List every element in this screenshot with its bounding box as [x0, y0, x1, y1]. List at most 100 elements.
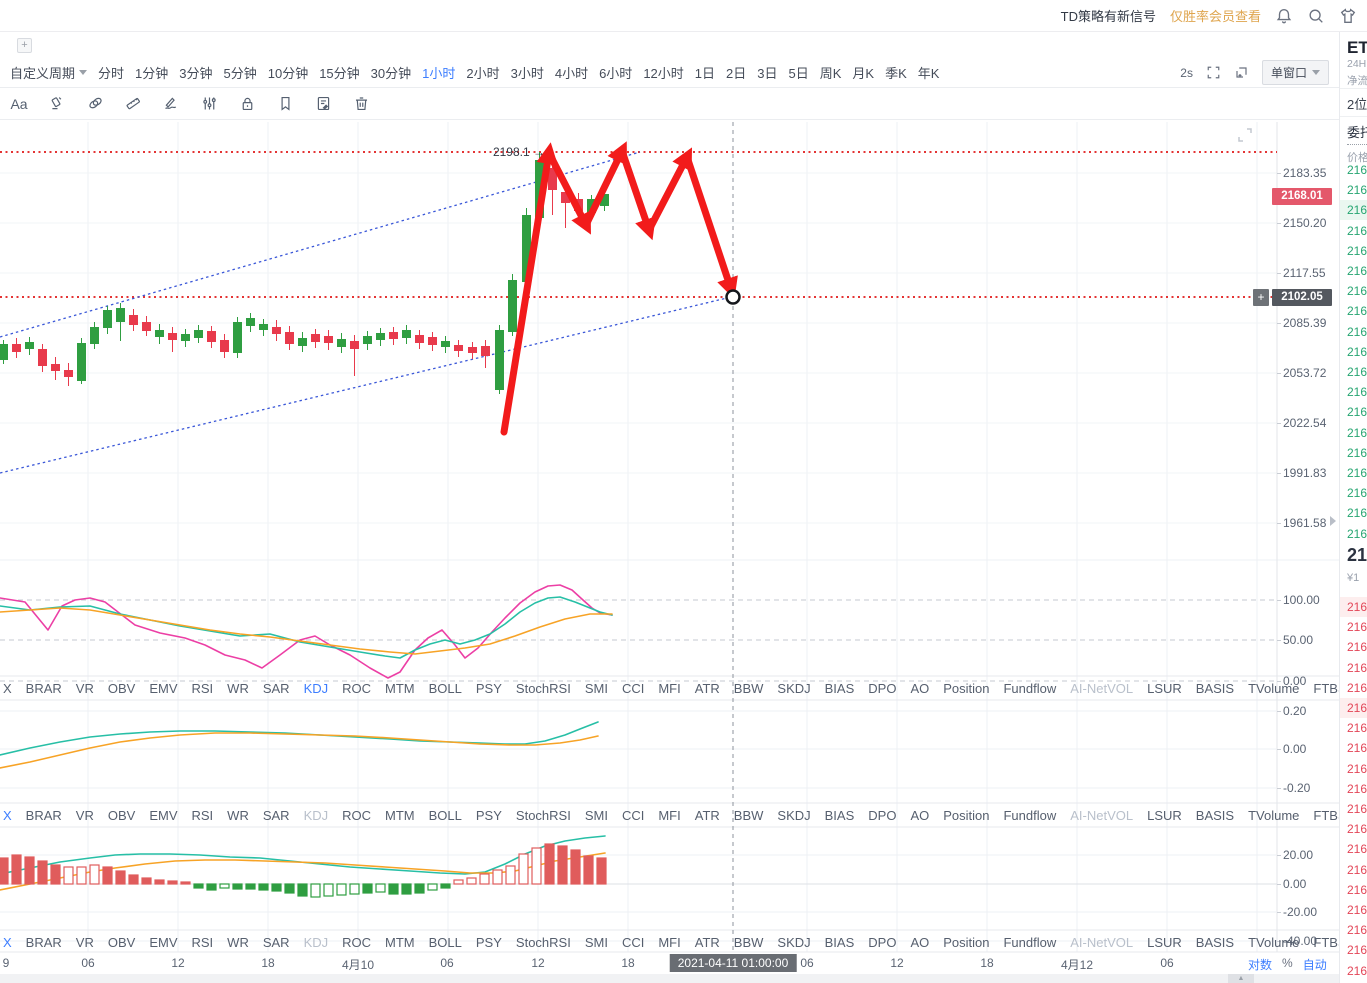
timeframe-月K[interactable]: 月K	[852, 66, 875, 81]
indicator-tab-Fundflow[interactable]: Fundflow	[1003, 807, 1057, 823]
delete-tool[interactable]	[348, 93, 374, 115]
indicator-tab-RSI[interactable]: RSI	[191, 934, 214, 950]
fullscreen-icon[interactable]	[1206, 65, 1221, 80]
text-tool[interactable]: Aa	[10, 95, 28, 112]
indicator-tab-MFI[interactable]: MFI	[658, 807, 681, 823]
new-window-icon[interactable]	[1234, 65, 1249, 80]
log-scale-toggle[interactable]: 对数	[1248, 958, 1273, 972]
indicator-tab-AO[interactable]: AO	[910, 807, 930, 823]
bid-row[interactable]: 216	[1347, 842, 1367, 857]
timeframe-6小时[interactable]: 6小时	[599, 66, 633, 81]
indicator-tab-AO[interactable]: AO	[910, 934, 930, 950]
indicator-tab-BRAR[interactable]: BRAR	[25, 680, 62, 696]
bid-row[interactable]: 216	[1347, 620, 1367, 635]
ellipse-tool[interactable]	[82, 93, 108, 115]
bid-row[interactable]: 216	[1340, 597, 1367, 617]
decimals-dropdown[interactable]: 2位	[1347, 97, 1367, 112]
ask-row[interactable]: 216	[1347, 324, 1367, 339]
indicator-tab-OBV[interactable]: OBV	[107, 680, 136, 696]
indicator-tab-Position[interactable]: Position	[943, 807, 990, 823]
timeframe-1分钟[interactable]: 1分钟	[135, 66, 169, 81]
bell-icon[interactable]	[1275, 7, 1293, 25]
ruler-tool[interactable]	[120, 93, 146, 115]
ask-row[interactable]: 216	[1347, 425, 1367, 440]
indicator-tab-LSUR[interactable]: LSUR	[1147, 807, 1182, 823]
indicator-tab-EMV[interactable]: EMV	[149, 680, 178, 696]
indicator-tab-X[interactable]: X	[3, 807, 12, 823]
indicator-tab-BOLL[interactable]: BOLL	[428, 934, 462, 950]
auto-scale-toggle[interactable]: 自动	[1302, 958, 1327, 972]
alert-plus-button[interactable]: +	[1253, 289, 1269, 306]
indicator-tab-ATR[interactable]: ATR	[694, 934, 720, 950]
ask-row[interactable]: 216	[1347, 243, 1367, 258]
timeframe-分时[interactable]: 分时	[98, 66, 125, 81]
main-chart-canvas[interactable]: 2198.1 →	[0, 120, 1339, 974]
indicator-tab-AI-NetVOL[interactable]: AI-NetVOL	[1070, 680, 1134, 696]
bid-row[interactable]: 216	[1347, 923, 1367, 938]
indicator-tab-AO[interactable]: AO	[910, 680, 930, 696]
lock-tool[interactable]	[234, 93, 260, 115]
indicator-tab-BRAR[interactable]: BRAR	[25, 934, 62, 950]
indicator-tab-MFI[interactable]: MFI	[658, 680, 681, 696]
indicator-tab-ATR[interactable]: ATR	[694, 680, 720, 696]
indicator-tab-RSI[interactable]: RSI	[191, 807, 214, 823]
timeframe-3日[interactable]: 3日	[757, 66, 778, 81]
indicator-tab-PSY[interactable]: PSY	[475, 934, 502, 950]
bid-row[interactable]: 216	[1347, 882, 1367, 897]
bid-row[interactable]: 216	[1347, 640, 1367, 655]
orderbook-tab[interactable]: 委托	[1347, 122, 1367, 145]
timeframe-30分钟[interactable]: 30分钟	[370, 66, 412, 81]
indicator-tab-X[interactable]: X	[3, 934, 12, 950]
timeframe-4小时[interactable]: 4小时	[554, 66, 589, 81]
bid-row[interactable]: 216	[1347, 721, 1367, 736]
indicator-tab-CCI[interactable]: CCI	[621, 807, 645, 823]
indicator-tab-BASIS[interactable]: BASIS	[1195, 934, 1235, 950]
indicator-tab-X[interactable]: X	[3, 680, 12, 696]
indicator-tab-KDJ[interactable]: KDJ	[303, 934, 329, 950]
indicator-tab-BBW[interactable]: BBW	[733, 680, 764, 696]
percent-scale-toggle[interactable]: %	[1282, 956, 1293, 970]
indicator-tab-CCI[interactable]: CCI	[621, 934, 645, 950]
custom-period-dropdown[interactable]: 自定义周期	[10, 63, 88, 82]
ask-row[interactable]: 216	[1347, 526, 1367, 541]
scrollbar-nub[interactable]: ▲	[1228, 974, 1254, 983]
indicator-tab-SKDJ[interactable]: SKDJ	[777, 807, 811, 823]
indicator-tab-SKDJ[interactable]: SKDJ	[777, 680, 811, 696]
indicator-tab-StochRSI[interactable]: StochRSI	[515, 934, 571, 950]
indicator-tab-AI-NetVOL[interactable]: AI-NetVOL	[1070, 807, 1134, 823]
indicator-tab-LSUR[interactable]: LSUR	[1147, 680, 1182, 696]
indicator-tab-MTM[interactable]: MTM	[385, 807, 415, 823]
timeframe-3分钟[interactable]: 3分钟	[179, 66, 213, 81]
ask-row[interactable]: 216	[1347, 183, 1367, 198]
indicator-tab-PSY[interactable]: PSY	[475, 807, 502, 823]
sidebar-collapse-arrow[interactable]	[1330, 516, 1336, 526]
indicator-tab-TVolume[interactable]: TVolume	[1248, 934, 1300, 950]
indicator-tab-BOLL[interactable]: BOLL	[428, 807, 462, 823]
ask-row[interactable]: 216	[1347, 284, 1367, 299]
ask-row[interactable]: 216	[1347, 223, 1367, 238]
freehand-tool[interactable]	[158, 93, 184, 115]
bid-row[interactable]: 216	[1347, 741, 1367, 756]
bid-row[interactable]: 216	[1347, 963, 1367, 978]
indicator-tab-WR[interactable]: WR	[227, 807, 249, 823]
indicator-tab-TVolume[interactable]: TVolume	[1248, 680, 1300, 696]
indicator-tab-AI-NetVOL[interactable]: AI-NetVOL	[1070, 934, 1134, 950]
indicator-tab-EMV[interactable]: EMV	[149, 934, 178, 950]
bid-row[interactable]: 216	[1347, 903, 1367, 917]
pane-expand-icon[interactable]	[1238, 128, 1252, 142]
ask-row[interactable]: 216	[1347, 385, 1367, 400]
indicator-tab-SMI[interactable]: SMI	[584, 934, 608, 950]
bid-row[interactable]: 216	[1347, 660, 1367, 675]
indicator-tab-BRAR[interactable]: BRAR	[25, 807, 62, 823]
timeframe-3小时[interactable]: 3小时	[510, 66, 544, 81]
ask-row[interactable]: 216	[1347, 466, 1367, 480]
indicator-tab-MFI[interactable]: MFI	[658, 934, 681, 950]
indicator-tab-ATR[interactable]: ATR	[694, 807, 720, 823]
timeframe-周K[interactable]: 周K	[819, 66, 842, 81]
ask-row[interactable]: 216	[1347, 163, 1367, 177]
indicator-tab-BIAS[interactable]: BIAS	[824, 807, 855, 823]
ask-row[interactable]: 216	[1347, 264, 1367, 278]
bid-row[interactable]: 216	[1340, 698, 1367, 718]
ask-row[interactable]: 216	[1347, 344, 1367, 359]
timeframe-10分钟[interactable]: 10分钟	[267, 66, 309, 81]
